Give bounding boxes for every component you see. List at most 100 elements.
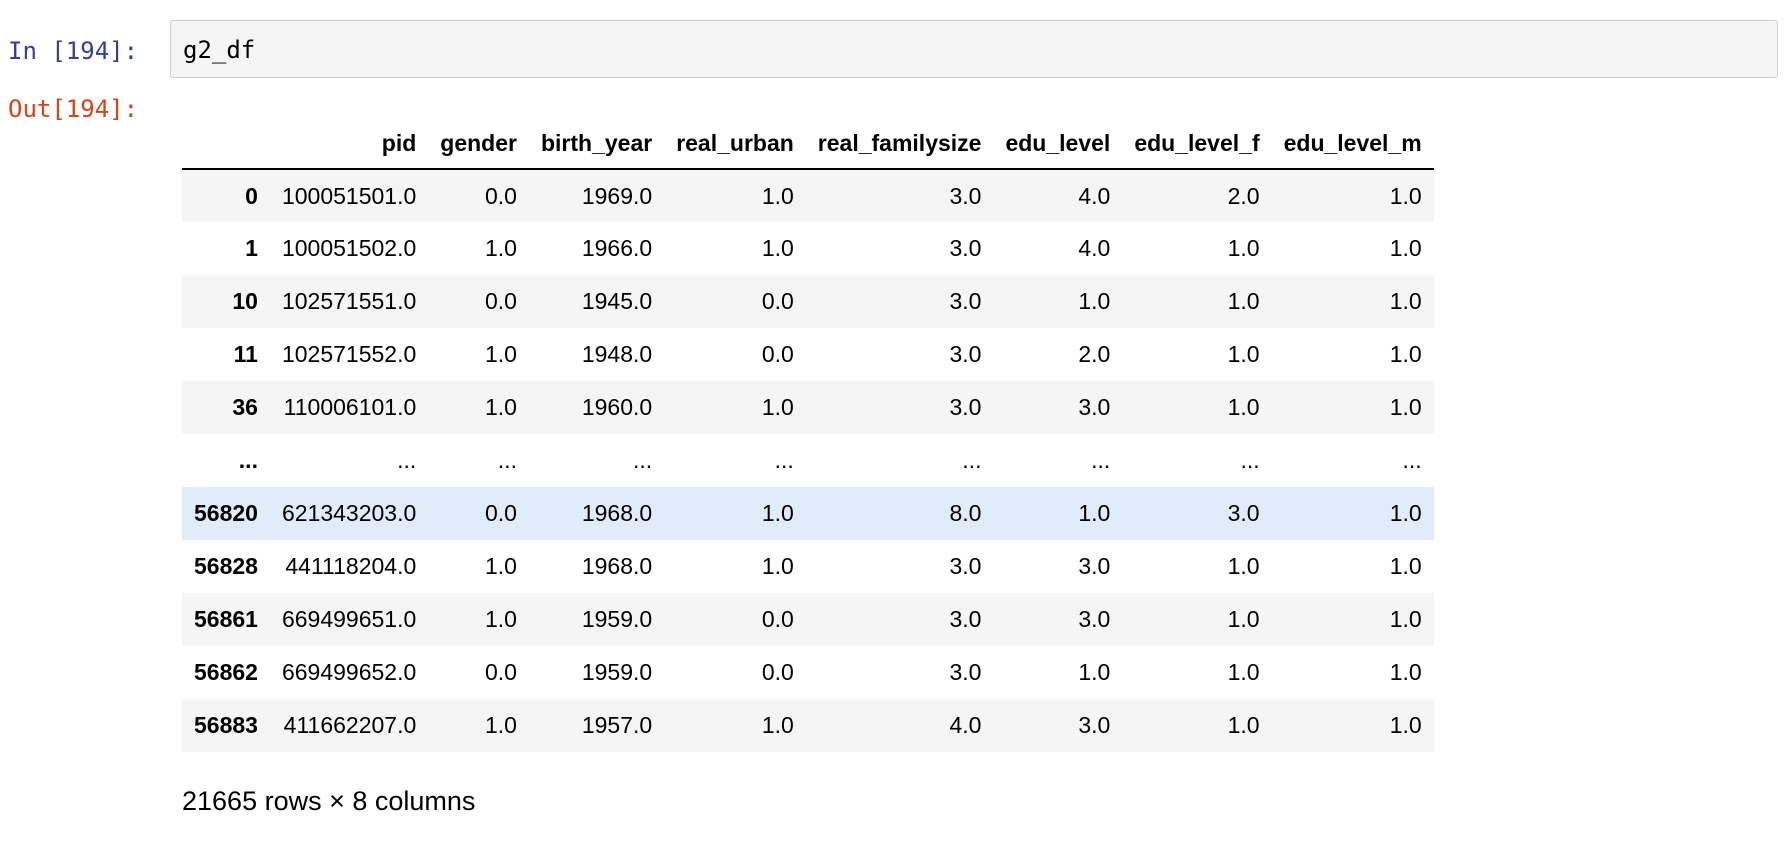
table-cell: 1.0	[761, 712, 794, 738]
table-cell: 1959.0	[581, 606, 653, 632]
table-cell: 1968.0	[581, 553, 653, 579]
dataframe-shape-text: 21665 rows × 8 columns	[182, 786, 476, 816]
column-header-pid: pid	[269, 118, 429, 170]
table-cell: 1.0	[1227, 606, 1260, 632]
column-header-index	[182, 118, 270, 170]
table-cell: 0.0	[484, 182, 517, 209]
table-cell: 1.0	[1389, 341, 1422, 367]
table-cell: ...	[497, 447, 517, 473]
table-row: 1 100051502.0 1.0 1966.0 1.0 3.0 4.0 1.0 1.0	[182, 222, 1434, 275]
table-cell: 1.0	[1078, 500, 1111, 526]
table-cell: 1.0	[1389, 288, 1422, 314]
table-cell: ...	[633, 447, 653, 473]
table-cell: 1.0	[1389, 500, 1422, 526]
table-cell: 0.0	[484, 659, 517, 685]
row-index-cell: ...	[238, 447, 258, 473]
table-cell: 1.0	[484, 712, 517, 738]
table-cell: 1.0	[1389, 712, 1422, 738]
table-row: 56862 669499652.0 0.0 1959.0 0.0 3.0 1.0 1.0 1.0	[182, 646, 1434, 699]
table-cell: 1.0	[761, 394, 794, 420]
table-cell: 411662207.0	[283, 712, 417, 738]
table-cell: 3.0	[949, 235, 982, 261]
table-cell: 1.0	[1227, 235, 1260, 261]
table-cell: ...	[1091, 447, 1111, 473]
table-cell: 3.0	[1078, 712, 1111, 738]
table-cell: 669499651.0	[281, 606, 417, 632]
row-index-cell: 56883	[194, 712, 258, 738]
column-header-real-urban: real_urban	[664, 118, 806, 170]
table-cell: 1.0	[761, 235, 794, 261]
output-prompt: Out[194]:	[8, 95, 139, 123]
table-cell: 4.0	[949, 712, 982, 738]
row-index-cell: 56861	[194, 606, 258, 632]
table-cell: 102571552.0	[281, 341, 417, 367]
column-header-edu-level-f: edu_level_f	[1122, 118, 1272, 170]
table-cell: 1.0	[1389, 394, 1422, 420]
table-cell: 1948.0	[581, 341, 653, 367]
row-index-cell: 56862	[194, 659, 258, 685]
table-cell: 3.0	[1078, 553, 1111, 579]
table-row: ...........................	[182, 434, 1434, 487]
column-header-birth-year: birth_year	[528, 118, 665, 170]
table-cell: ...	[962, 447, 982, 473]
table-cell: 1.0	[484, 235, 517, 261]
table-cell: 0.0	[484, 500, 517, 526]
table-cell: 621343203.0	[281, 500, 417, 526]
table-row: 10 102571551.0 0.0 1945.0 0.0 3.0 1.0 1.0 1.0	[182, 275, 1434, 328]
table-cell: 8.0	[949, 500, 982, 526]
table-cell: 1.0	[1227, 553, 1260, 579]
table-cell: 3.0	[949, 341, 982, 367]
table-cell: 100051502.0	[281, 235, 417, 261]
table-cell: 1968.0	[581, 500, 653, 526]
table-cell: 1.0	[761, 553, 794, 579]
table-cell: 669499652.0	[281, 659, 417, 685]
code-input-area[interactable]: g2_df	[170, 20, 1778, 78]
table-cell: 1.0	[1078, 659, 1111, 685]
table-cell: ...	[1402, 447, 1422, 473]
table-cell: 4.0	[1078, 182, 1111, 209]
table-cell: 3.0	[949, 553, 982, 579]
table-cell: 1.0	[484, 606, 517, 632]
table-cell: 1.0	[1389, 553, 1422, 579]
column-header-gender: gender	[428, 118, 529, 170]
column-header-edu-level: edu_level	[993, 118, 1123, 170]
table-cell: 1.0	[1389, 659, 1422, 685]
table-cell: 3.0	[949, 182, 982, 209]
column-header-real-familysize: real_familysize	[805, 118, 994, 170]
table-cell: ...	[397, 447, 417, 473]
table-row: 0 100051501.0 0.0 1969.0 1.0 3.0 4.0 2.0 1.0	[182, 169, 1434, 222]
table-cell: 1.0	[1078, 288, 1111, 314]
table-cell: 1.0	[761, 500, 794, 526]
row-index-cell: 36	[232, 394, 258, 420]
table-cell: 2.0	[1227, 182, 1260, 209]
dataframe-table: pid gender birth_year real_urban real_fa…	[182, 118, 1434, 752]
table-cell: 1.0	[1227, 288, 1260, 314]
table-cell: 3.0	[949, 659, 982, 685]
table-cell: 1957.0	[581, 712, 653, 738]
code-text[interactable]: g2_df	[183, 36, 256, 64]
table-cell: 1.0	[484, 341, 517, 367]
table-cell: 1959.0	[581, 659, 653, 685]
row-index-cell: 1	[245, 235, 258, 261]
table-cell: 1.0	[761, 182, 794, 209]
table-cell: 1960.0	[581, 394, 653, 420]
table-body: 0 100051501.0 0.0 1969.0 1.0 3.0 4.0 2.0 1.0 1 100…	[182, 169, 1434, 752]
row-index-cell: 56820	[194, 500, 258, 526]
table-cell: 3.0	[1227, 500, 1260, 526]
table-cell: 1.0	[1227, 712, 1260, 738]
table-cell: 1.0	[1389, 235, 1422, 261]
table-cell: 102571551.0	[281, 288, 417, 314]
table-row: 56828 441118204.0 1.0 1968.0 1.0 3.0 3.0 1.0 1.0	[182, 540, 1434, 593]
table-cell: 1.0	[1227, 341, 1260, 367]
table-cell: 3.0	[949, 288, 982, 314]
table-cell: 100051501.0	[281, 182, 417, 209]
table-cell: 0.0	[761, 659, 794, 685]
table-cell: 1.0	[1389, 606, 1422, 632]
table-cell: ...	[1240, 447, 1260, 473]
column-header-edu-level-m: edu_level_m	[1271, 118, 1434, 170]
table-cell: 1969.0	[581, 182, 653, 209]
table-row: 56820 621343203.0 0.0 1968.0 1.0 8.0 1.0 3.0 1.0	[182, 487, 1434, 540]
table-row: 11 102571552.0 1.0 1948.0 0.0 3.0 2.0 1.0 1.0	[182, 328, 1434, 381]
table-row: 56883 411662207.0 1.0 1957.0 1.0 4.0 3.0 1.0 1.0	[182, 699, 1434, 752]
table-cell: 0.0	[761, 606, 794, 632]
